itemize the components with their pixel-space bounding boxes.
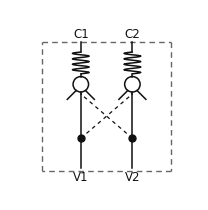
Text: C2: C2 [125, 28, 140, 41]
Text: C1: C1 [73, 28, 89, 41]
Text: V1: V1 [73, 171, 89, 184]
Text: V2: V2 [125, 171, 140, 184]
